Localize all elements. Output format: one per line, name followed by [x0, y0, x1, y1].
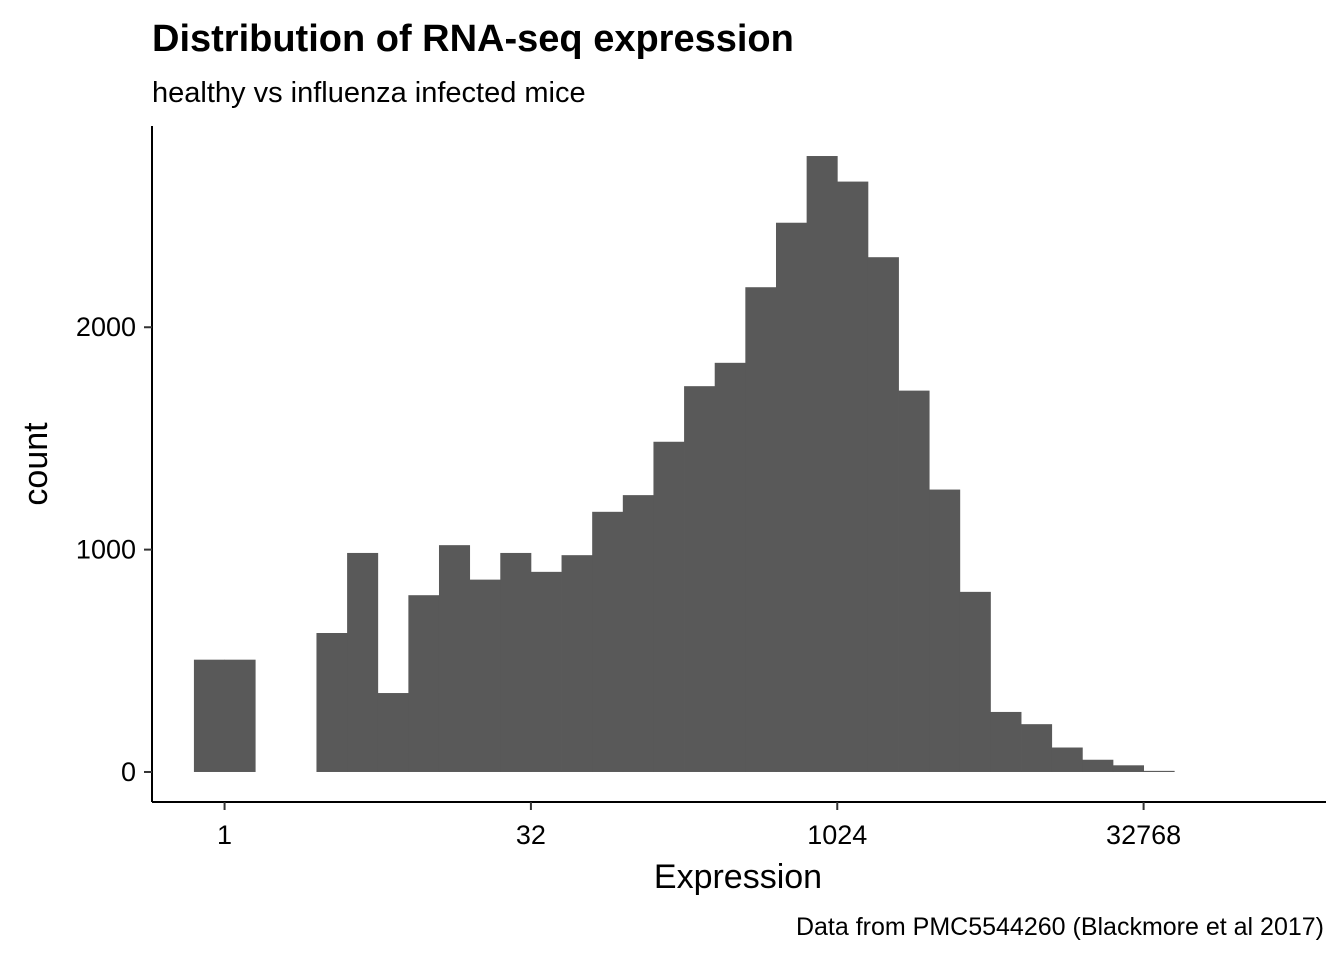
histogram-bar-13 — [653, 441, 685, 772]
histogram-bar-16 — [745, 287, 777, 772]
histogram-bar-29 — [1143, 770, 1175, 772]
histogram-bar-21 — [898, 390, 930, 772]
histogram-bar-4 — [377, 693, 409, 772]
histogram-bar-3 — [347, 552, 379, 772]
x-tick-label-2: 1024 — [807, 820, 867, 850]
histogram-bar-14 — [684, 386, 716, 772]
histogram-bar-22 — [929, 489, 961, 772]
y-tick-label-2: 2000 — [76, 312, 136, 342]
histogram-bar-5 — [408, 595, 440, 772]
chart-subtitle: healthy vs influenza infected mice — [152, 77, 586, 109]
x-tick-label-1: 32 — [516, 820, 546, 850]
histogram-bar-8 — [500, 552, 532, 772]
histogram-bar-17 — [775, 222, 808, 772]
y-tick-label-0: 0 — [121, 757, 136, 787]
y-axis-ticks: 0 1000 2000 — [76, 312, 152, 787]
histogram-bar-9 — [530, 571, 562, 772]
histogram-bar-7 — [469, 579, 501, 772]
histogram-bar-28 — [1112, 765, 1144, 772]
chart-caption: Data from PMC5544260 (Blackmore et al 20… — [796, 913, 1324, 941]
y-axis-title: count — [17, 422, 55, 506]
histogram-bar-23 — [959, 591, 991, 772]
histogram-bar-18 — [806, 156, 838, 772]
histogram-bar-0 — [193, 659, 225, 772]
histogram-bar-1 — [224, 659, 256, 772]
x-tick-label-0: 1 — [217, 820, 232, 850]
histogram-bar-26 — [1051, 747, 1083, 772]
histogram-bar-2 — [316, 633, 348, 772]
histogram-bar-24 — [990, 711, 1022, 772]
y-tick-label-1: 1000 — [76, 535, 136, 565]
histogram-bar-12 — [622, 495, 654, 772]
histogram-bar-27 — [1082, 759, 1114, 772]
histogram-bar-15 — [714, 362, 746, 772]
x-axis-title: Expression — [654, 858, 822, 896]
histogram-bar-19 — [837, 181, 869, 772]
histogram-bar-20 — [867, 257, 899, 772]
x-axis-ticks: 1 32 1024 32768 — [217, 802, 1181, 850]
histogram-bar-25 — [1021, 724, 1053, 772]
x-tick-label-3: 32768 — [1106, 820, 1181, 850]
histogram-bar-11 — [592, 511, 624, 772]
histogram-bar-10 — [561, 555, 593, 772]
chart-title: Distribution of RNA-seq expression — [152, 18, 794, 60]
histogram-bars — [193, 156, 1175, 772]
histogram-bar-6 — [438, 545, 471, 772]
